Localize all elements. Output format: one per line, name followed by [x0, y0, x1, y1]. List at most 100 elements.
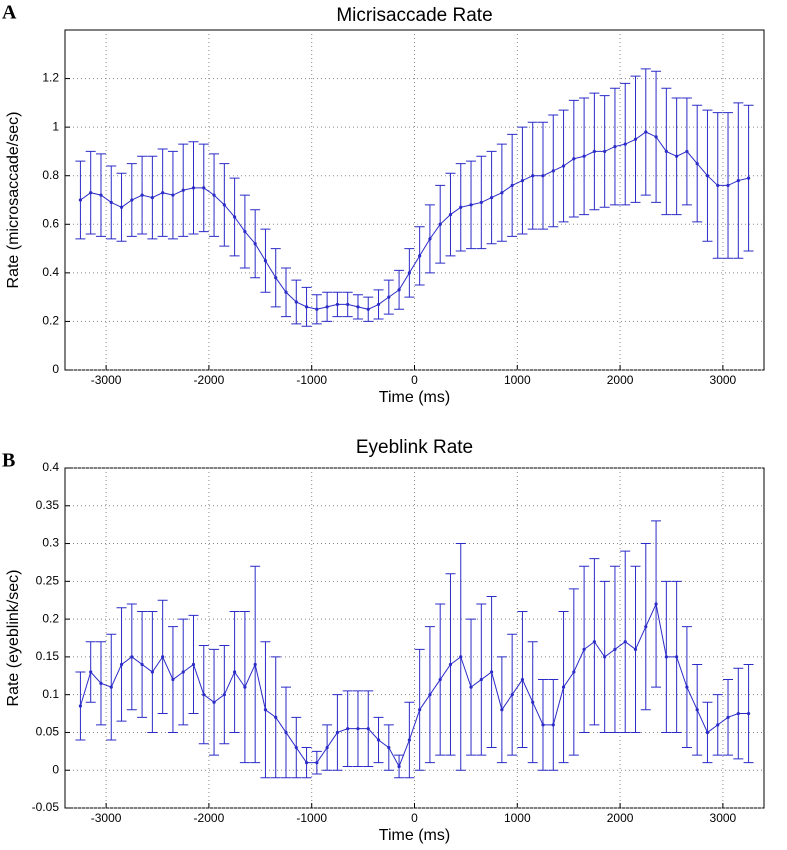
x-tick-label: 3000: [710, 373, 737, 387]
point: [705, 730, 710, 735]
point: [346, 302, 350, 307]
point: [489, 670, 494, 674]
x-tick-label: -1000: [296, 811, 327, 825]
point: [572, 670, 576, 674]
point: [623, 640, 627, 644]
point: [212, 700, 216, 704]
point: [315, 307, 319, 311]
y-tick-label: 0.8: [42, 168, 59, 182]
line: [80, 131, 749, 310]
y-tick-label: 0.35: [36, 498, 60, 512]
point: [387, 295, 391, 299]
point: [325, 305, 329, 309]
panel-label: A: [2, 2, 17, 24]
point: [603, 149, 607, 154]
x-axis-label: Time (ms): [379, 389, 450, 406]
point: [736, 711, 740, 716]
point: [233, 670, 237, 674]
point: [130, 198, 134, 202]
point: [78, 704, 83, 708]
point: [448, 662, 453, 667]
x-tick-label: 0: [411, 373, 418, 387]
y-tick-label: 0.1: [42, 687, 59, 701]
y-tick-label: 0: [52, 362, 59, 376]
point: [438, 677, 442, 682]
point: [376, 738, 381, 742]
y-tick-label: 0.05: [36, 725, 60, 739]
point: [448, 212, 453, 217]
point: [253, 242, 257, 246]
x-tick-label: -2000: [194, 811, 225, 825]
y-tick-label: 0.6: [42, 216, 59, 230]
y-tick-label: 0.4: [42, 460, 59, 474]
point: [520, 178, 525, 183]
x-tick-label: -3000: [91, 811, 122, 825]
y-axis-label: Rate (microsaccade/sec): [5, 112, 22, 289]
point: [294, 745, 298, 750]
point: [222, 203, 226, 207]
point: [572, 157, 576, 161]
point: [613, 647, 617, 651]
point: [746, 176, 751, 180]
point: [438, 222, 442, 226]
point: [582, 647, 586, 651]
y-tick-label: 0.2: [42, 611, 59, 625]
point: [140, 662, 144, 667]
point: [212, 193, 216, 197]
point: [551, 169, 555, 173]
point: [171, 193, 175, 197]
x-tick-label: 2000: [607, 373, 634, 387]
point: [263, 708, 268, 712]
point: [644, 130, 648, 134]
y-tick-label: 1: [52, 119, 59, 133]
point: [644, 625, 648, 629]
point: [695, 161, 699, 166]
point: [726, 715, 730, 719]
point: [109, 200, 113, 205]
point: [664, 149, 668, 154]
point: [130, 655, 134, 659]
point: [582, 154, 586, 158]
x-tick-label: 0: [411, 811, 418, 825]
point: [284, 730, 288, 735]
point: [664, 655, 668, 659]
point: [274, 276, 278, 280]
series: [75, 68, 754, 327]
y-tick-label: 1.2: [42, 71, 59, 85]
point: [356, 727, 360, 731]
x-tick-label: -1000: [296, 373, 327, 387]
point: [397, 764, 401, 769]
point: [685, 149, 689, 154]
point: [746, 711, 751, 716]
point: [89, 670, 93, 674]
point: [78, 198, 83, 202]
point: [233, 215, 237, 219]
chart-title: Micrisaccade Rate: [336, 5, 492, 26]
y-axis-label: Rate (eyeblink/sec): [5, 570, 22, 707]
x-axis-label: Time (ms): [379, 827, 450, 844]
point: [716, 183, 720, 188]
point: [561, 164, 566, 168]
point: [592, 640, 596, 644]
point: [551, 723, 555, 727]
point: [459, 205, 463, 209]
point: [171, 677, 175, 682]
point: [541, 723, 545, 727]
point: [161, 655, 165, 659]
point: [726, 183, 730, 188]
point: [181, 188, 185, 192]
point: [736, 178, 740, 183]
point: [202, 186, 206, 190]
point: [119, 205, 124, 209]
point: [284, 290, 288, 294]
point: [633, 137, 638, 141]
y-tick-label: 0.4: [42, 265, 59, 279]
point: [675, 154, 679, 158]
x-tick-label: 2000: [607, 811, 634, 825]
point: [191, 186, 196, 190]
y-tick-label: 0.25: [36, 574, 60, 588]
point: [510, 183, 514, 188]
series: [75, 520, 754, 779]
point: [428, 693, 432, 697]
